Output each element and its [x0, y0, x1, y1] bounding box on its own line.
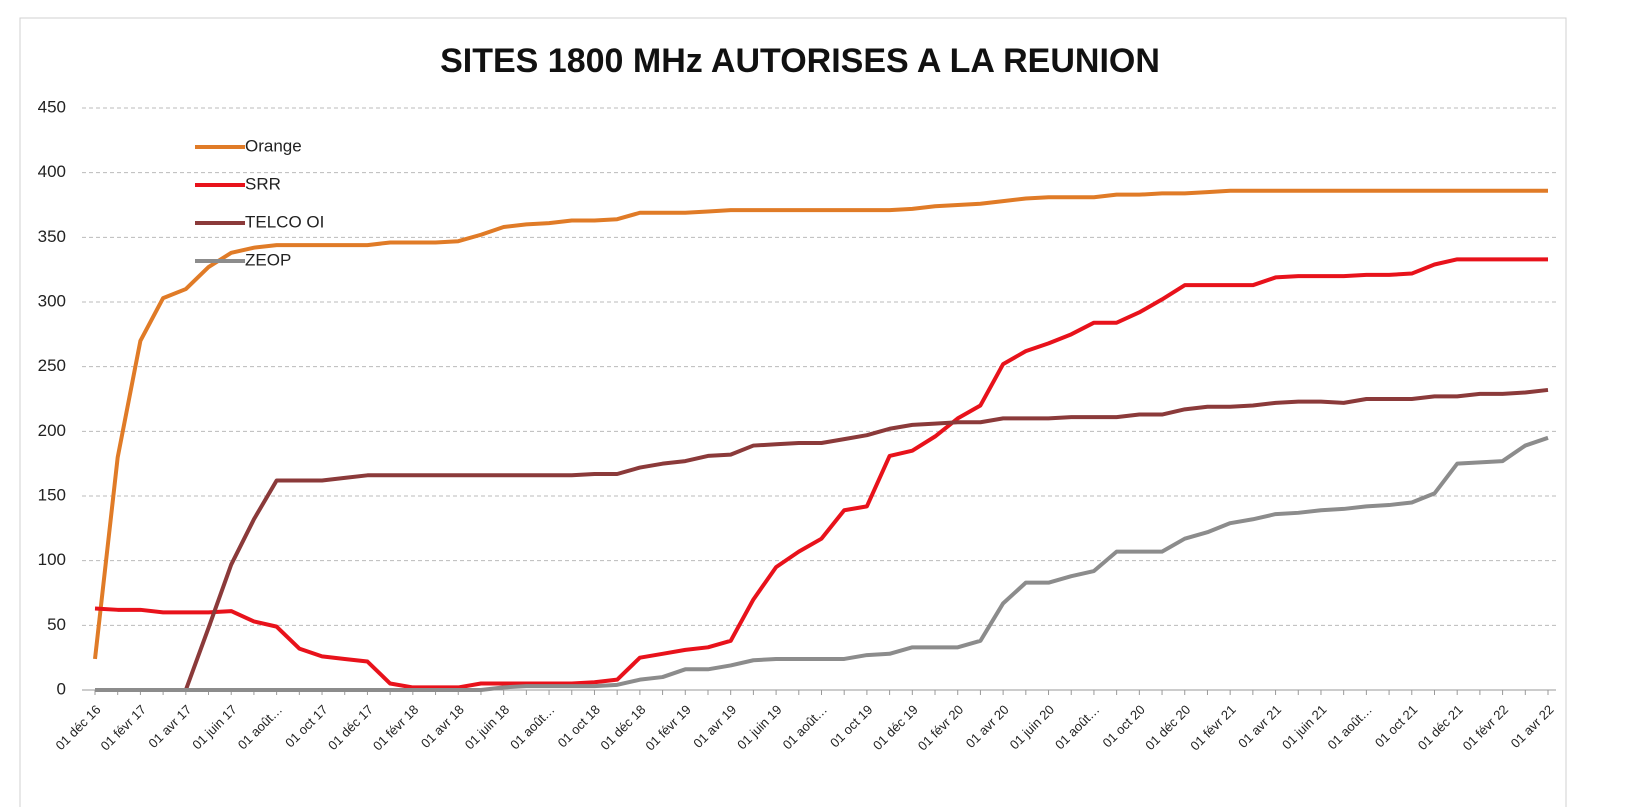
x-tick-label: 01 août… — [235, 702, 285, 752]
x-tick-label: 01 déc 16 — [53, 702, 104, 753]
x-tick-label: 01 déc 17 — [325, 702, 376, 753]
y-tick-label: 350 — [38, 227, 66, 246]
x-tick-label: 01 oct 21 — [1372, 702, 1420, 750]
x-tick-label: 01 juin 18 — [462, 702, 512, 752]
x-tick-label: 01 oct 20 — [1099, 702, 1147, 750]
y-tick-label: 400 — [38, 162, 66, 181]
y-tick-label: 150 — [38, 485, 66, 504]
y-tick-label: 0 — [57, 679, 66, 698]
y-tick-label: 50 — [47, 615, 66, 634]
x-tick-label: 01 juin 21 — [1279, 702, 1329, 752]
x-tick-label: 01 févr 20 — [915, 702, 966, 753]
x-tick-label: 01 août… — [1324, 702, 1374, 752]
x-tick-label: 01 juin 20 — [1007, 702, 1057, 752]
x-tick-label: 01 août… — [507, 702, 557, 752]
series-line — [95, 387, 1549, 692]
x-tick-label: 01 juin 17 — [189, 702, 239, 752]
y-tick-label: 250 — [38, 356, 66, 375]
x-tick-label: 01 oct 19 — [827, 702, 875, 750]
x-tick-label: 01 févr 22 — [1460, 702, 1511, 753]
x-tick-label: 01 févr 21 — [1187, 702, 1238, 753]
y-tick-label: 200 — [38, 421, 66, 440]
x-tick-label: 01 avr 19 — [690, 702, 739, 751]
legend-label: Orange — [245, 136, 302, 155]
y-tick-label: 100 — [38, 550, 66, 569]
x-tick-label: 01 févr 18 — [370, 702, 421, 753]
legend-label: SRR — [245, 174, 281, 193]
series-line — [94, 257, 1548, 690]
x-tick-label: 01 avr 22 — [1508, 702, 1557, 751]
chart-frame — [19, 17, 1567, 812]
y-tick-label: 450 — [38, 97, 66, 116]
x-tick-label: 01 févr 19 — [642, 702, 693, 753]
x-tick-label: 01 oct 17 — [282, 702, 330, 750]
y-tick-label: 300 — [38, 291, 66, 310]
chart-title: SITES 1800 MHz AUTORISES A LA REUNION — [440, 42, 1160, 80]
x-tick-label: 01 avr 21 — [1235, 702, 1284, 751]
x-tick-label: 01 août… — [1052, 702, 1102, 752]
series-line — [95, 435, 1549, 692]
legend-label: TELCO OI — [245, 212, 324, 231]
x-tick-label: 01 déc 19 — [870, 702, 921, 753]
x-tick-label: 01 avr 18 — [418, 702, 467, 751]
x-tick-label: 01 déc 20 — [1142, 702, 1193, 753]
x-tick-label: 01 avr 20 — [963, 702, 1012, 751]
x-tick-label: 01 avr 17 — [145, 702, 194, 751]
x-tick-label: 01 déc 21 — [1415, 702, 1466, 753]
legend-label: ZEOP — [245, 250, 291, 269]
x-tick-label: 01 juin 19 — [734, 702, 784, 752]
x-tick-label: 01 déc 18 — [597, 702, 648, 753]
x-tick-label: 01 août… — [780, 702, 830, 752]
x-tick-label: 01 févr 17 — [97, 702, 148, 753]
x-tick-label: 01 oct 18 — [555, 702, 603, 750]
series-line — [93, 188, 1548, 660]
